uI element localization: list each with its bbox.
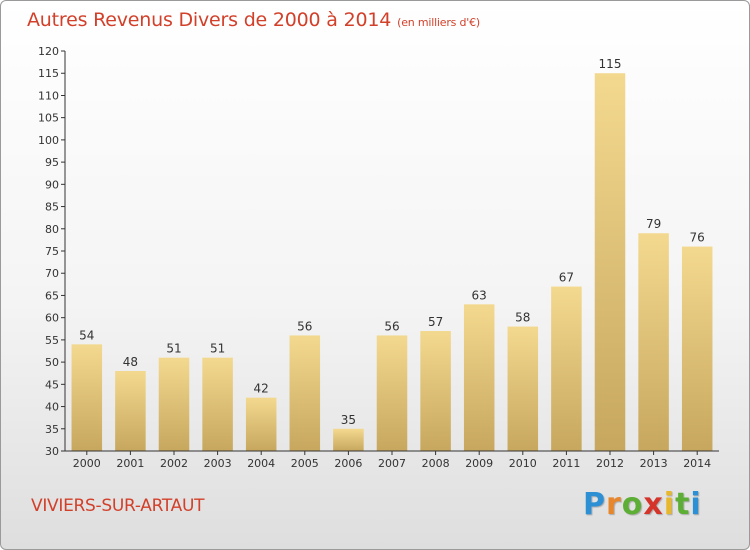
y-tick-label: 70 [45, 267, 59, 280]
bar-2011 [551, 286, 582, 451]
bar-value-label: 67 [559, 271, 574, 285]
y-tick-label: 80 [45, 223, 59, 236]
bar-value-label: 63 [472, 288, 487, 302]
logo-letter: x [643, 487, 664, 522]
x-tick-label: 2008 [422, 457, 450, 470]
bar-value-label: 42 [254, 382, 269, 396]
x-tick-label: 2007 [378, 457, 406, 470]
bar-2000 [71, 344, 103, 451]
bar-value-label: 35 [341, 413, 356, 427]
y-tick-label: 55 [45, 334, 59, 347]
y-tick-label: 30 [45, 445, 59, 458]
bar-value-label: 56 [384, 319, 399, 333]
y-tick-label: 40 [45, 401, 59, 414]
y-tick-label: 90 [45, 178, 59, 191]
bar-2013 [638, 233, 669, 451]
x-tick-label: 2009 [465, 457, 493, 470]
bar-2003 [202, 357, 233, 451]
logo-letter: r [606, 487, 622, 522]
bar-2002 [158, 357, 190, 451]
y-tick-label: 85 [45, 201, 59, 214]
x-tick-label: 2001 [116, 457, 144, 470]
chart-title: Autres Revenus Divers de 2000 à 2014 (en … [27, 9, 480, 31]
x-tick-label: 2012 [596, 457, 624, 470]
logo-letter: i [690, 487, 702, 522]
bar-value-label: 51 [210, 342, 225, 356]
y-tick-label: 35 [45, 423, 59, 436]
y-tick-label: 105 [38, 112, 59, 125]
y-tick-label: 45 [45, 378, 59, 391]
bar-2008 [420, 331, 451, 451]
bar-value-label: 51 [166, 342, 181, 356]
bar-value-label: 54 [79, 328, 94, 342]
y-tick-label: 65 [45, 289, 59, 302]
y-tick-label: 75 [45, 245, 59, 258]
logo-letter: i [663, 487, 676, 522]
bar-value-label: 115 [599, 57, 622, 71]
logo-letter: P [583, 487, 606, 522]
bar-2007 [376, 335, 408, 451]
x-tick-label: 2004 [247, 457, 275, 470]
bar-2010 [507, 326, 539, 451]
y-tick-label: 50 [45, 356, 59, 369]
bar-value-label: 76 [690, 231, 705, 245]
bar-value-label: 56 [297, 319, 312, 333]
proxiti-logo: Proxiti [583, 487, 702, 522]
bar-value-label: 57 [428, 315, 443, 329]
chart-title-text: Autres Revenus Divers de 2000 à 2014 [27, 9, 392, 31]
x-tick-label: 2002 [160, 457, 188, 470]
y-tick-label: 95 [45, 156, 59, 169]
logo-letter: o [621, 487, 644, 522]
bar-2005 [289, 335, 321, 451]
x-tick-label: 2006 [334, 457, 362, 470]
bar-2001 [115, 371, 146, 451]
x-tick-label: 2011 [552, 457, 580, 470]
bar-2014 [681, 246, 713, 451]
x-tick-label: 2014 [683, 457, 711, 470]
bar-value-label: 58 [515, 311, 530, 325]
y-tick-label: 60 [45, 312, 59, 325]
bar-2009 [463, 304, 495, 451]
bar-value-label: 48 [123, 355, 138, 369]
y-tick-label: 115 [38, 67, 59, 80]
logo-letter: t [675, 487, 691, 522]
commune-name: VIVIERS-SUR-ARTAUT [31, 496, 205, 516]
bar-2012 [594, 73, 626, 451]
x-tick-label: 2010 [509, 457, 537, 470]
y-tick-label: 110 [38, 89, 59, 102]
bar-2006 [333, 428, 364, 451]
y-tick-label: 100 [38, 134, 59, 147]
bar-value-label: 79 [646, 217, 661, 231]
x-tick-label: 2013 [640, 457, 668, 470]
bar-2004 [245, 397, 277, 451]
x-tick-label: 2003 [204, 457, 232, 470]
y-tick-label: 120 [38, 45, 59, 58]
x-tick-label: 2000 [73, 457, 101, 470]
x-tick-label: 2005 [291, 457, 319, 470]
chart-unit: (en milliers d'€) [397, 16, 481, 29]
